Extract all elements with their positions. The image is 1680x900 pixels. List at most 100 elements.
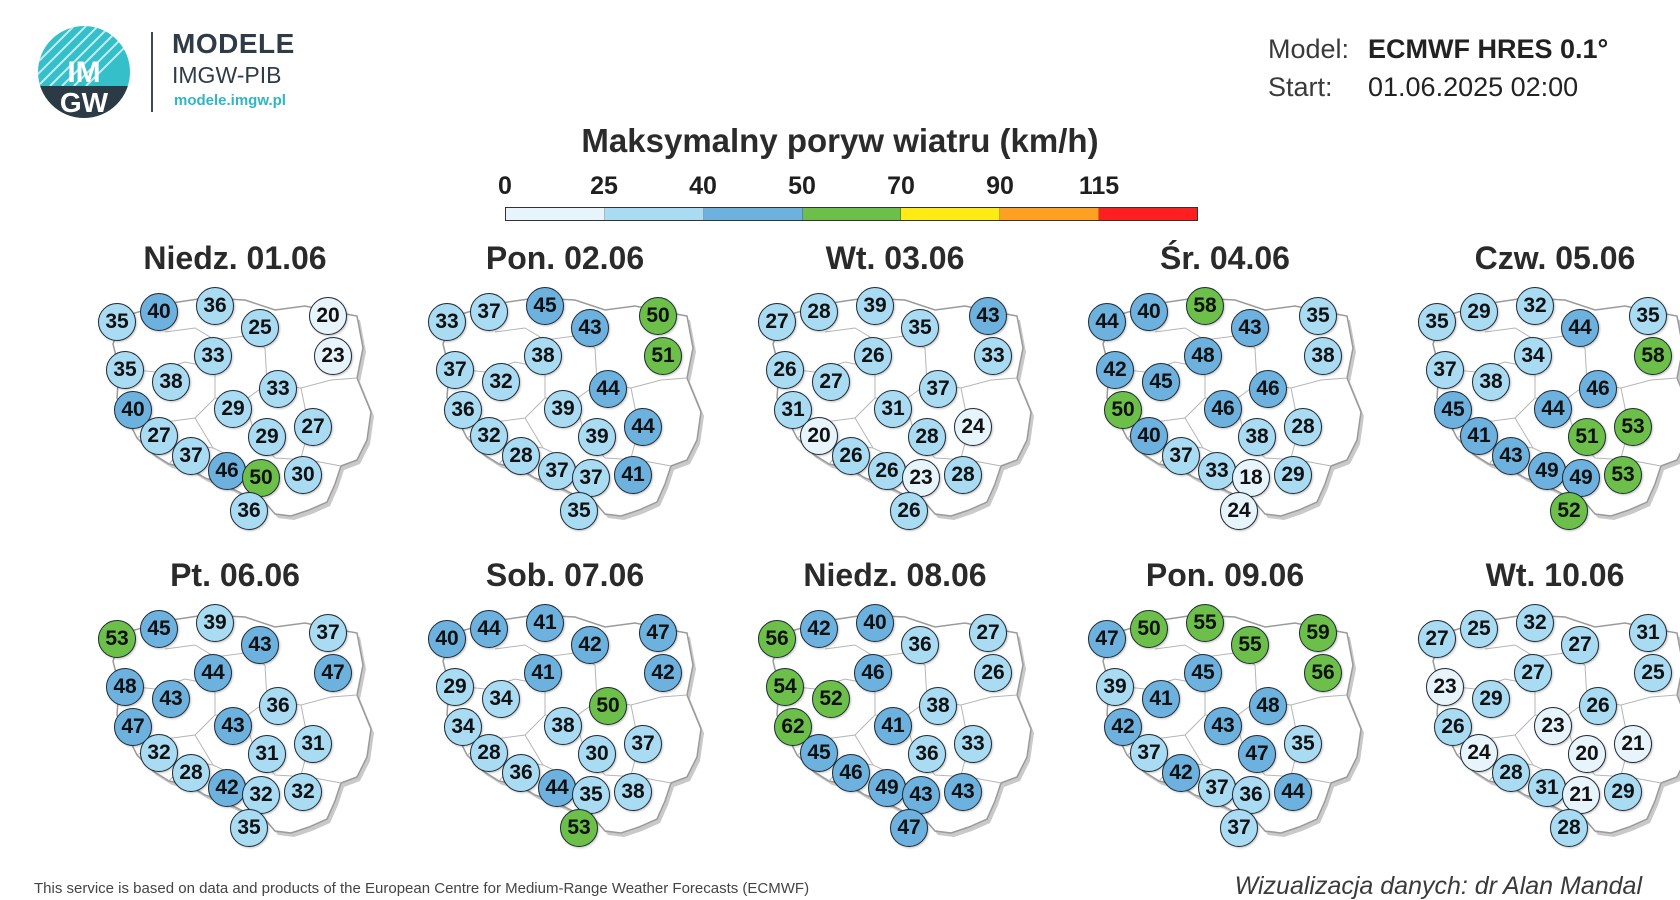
wind-gust-value: 33 [428,303,466,341]
imgw-logo: IM GW [36,24,132,120]
wind-gust-value: 34 [444,708,482,746]
wind-gust-value: 48 [106,668,144,706]
wind-gust-value: 18 [1232,459,1270,497]
wind-gust-value: 27 [140,417,178,455]
wind-gust-value: 33 [974,337,1012,375]
legend-bin [802,208,902,220]
poland-map: 44 40 58 43 35 38 42 45 48 46 50 46 40 37 38 28 33 18 29 24 [1085,287,1375,558]
legend-tick-label: 90 [986,172,1014,200]
wind-gust-value: 37 [1426,351,1464,389]
wind-gust-value: 31 [248,735,286,773]
wind-gust-value: 47 [314,654,352,692]
poland-map: 40 44 41 42 47 42 29 34 41 50 34 38 28 36 30 37 44 35 38 53 [425,604,715,875]
wind-gust-value: 37 [919,370,957,408]
poland-map: 35 29 32 44 35 58 37 38 34 46 45 44 41 43 51 53 49 49 53 52 [1415,287,1680,558]
logo-text-bottom: GW [60,87,109,118]
wind-gust-value: 44 [1561,309,1599,347]
wind-gust-value: 41 [524,654,562,692]
wind-gust-value: 49 [868,769,906,807]
wind-gust-value: 43 [152,680,190,718]
wind-gust-value: 43 [944,773,982,811]
wind-gust-value: 36 [502,754,540,792]
legend-tick-label: 50 [788,172,816,200]
legend-tick-label: 40 [689,172,717,200]
wind-gust-value: 41 [1460,417,1498,455]
wind-gust-value: 31 [1528,769,1566,807]
legend-bin [1099,208,1198,220]
forecast-panel: Pon. 09.06 47 50 55 55 59 56 39 41 45 48 42 43 37 42 47… [1075,557,1375,877]
wind-gust-value: 31 [874,390,912,428]
wind-gust-value: 26 [1579,687,1617,725]
wind-gust-value: 32 [284,773,322,811]
wind-gust-value: 36 [259,687,297,725]
wind-gust-value: 32 [1516,287,1554,325]
wind-gust-value: 26 [766,351,804,389]
wind-gust-value: 47 [639,614,677,652]
wind-gust-value: 37 [1198,769,1236,807]
wind-gust-value: 35 [572,776,610,814]
wind-gust-value: 29 [248,418,286,456]
wind-gust-value: 35 [98,303,136,341]
wind-gust-value: 42 [800,610,838,648]
brand-url-link[interactable]: modele.imgw.pl [174,92,286,109]
wind-gust-value: 31 [294,725,332,763]
forecast-panel: Wt. 10.06 27 25 32 27 31 25 23 29 27 26 26 23 24 28 20 2… [1405,557,1680,877]
wind-gust-value: 23 [1534,707,1572,745]
wind-gust-value: 37 [538,452,576,490]
wind-gust-value: 20 [309,297,347,335]
wind-gust-value: 39 [196,604,234,642]
wind-gust-value: 38 [1472,363,1510,401]
wind-gust-value: 44 [538,769,576,807]
wind-gust-value: 32 [470,417,508,455]
forecast-panel: Śr. 04.06 44 40 58 43 35 38 42 45 48 46 50 46 40 37 38 2… [1075,240,1375,560]
wind-gust-value: 37 [1162,437,1200,475]
wind-gust-value: 24 [1220,492,1258,530]
wind-gust-value: 29 [1274,456,1312,494]
forecast-panel: Wt. 03.06 27 28 39 35 43 33 26 27 26 37 31 31 20 26 28 2… [745,240,1045,560]
wind-gust-value: 45 [140,610,178,648]
wind-gust-value: 40 [856,604,894,642]
poland-map: 35 40 36 25 20 23 35 38 33 33 40 29 27 37 29 27 46 50 30 36 [95,287,385,558]
wind-gust-value: 38 [1238,418,1276,456]
wind-gust-value: 55 [1186,604,1224,642]
wind-gust-value: 27 [758,303,796,341]
legend-tick-label: 0 [498,172,512,200]
legend-title: Maksymalny poryw wiatru (km/h) [581,122,1099,159]
wind-gust-value: 50 [589,687,627,725]
wind-gust-value: 46 [1249,370,1287,408]
wind-gust-value: 43 [1204,707,1242,745]
ecmwf-attribution: This service is based on data and produc… [34,880,810,897]
legend-bin [901,208,1001,220]
wind-gust-value: 37 [1130,734,1168,772]
wind-gust-value: 37 [172,437,210,475]
wind-gust-value: 37 [436,351,474,389]
wind-gust-value: 30 [578,735,616,773]
wind-gust-value: 34 [1514,337,1552,375]
wind-gust-value: 27 [812,363,850,401]
logo-text-top: IM [67,56,100,89]
wind-gust-value: 42 [644,654,682,692]
wind-gust-value: 32 [1516,604,1554,642]
legend-ticks: 0 25 40 50 70 90 115 [0,172,1680,206]
wind-gust-value: 26 [854,337,892,375]
wind-gust-value: 40 [1130,293,1168,331]
panel-date-title: Niedz. 08.06 [803,557,987,593]
poland-map: 27 25 32 27 31 25 23 29 27 26 26 23 24 28 20 21 31 21 29 28 [1415,604,1680,875]
wind-gust-value: 33 [194,337,232,375]
wind-gust-value: 28 [470,734,508,772]
wind-gust-value: 49 [1528,452,1566,490]
wind-gust-value: 27 [1418,620,1456,658]
wind-gust-value: 55 [1231,626,1269,664]
wind-gust-value: 37 [309,614,347,652]
wind-gust-value: 39 [856,287,894,325]
wind-gust-value: 50 [1104,391,1142,429]
wind-gust-value: 33 [259,370,297,408]
legend-bin [604,208,704,220]
logo-divider [151,32,153,112]
wind-gust-value: 44 [470,610,508,648]
wind-gust-value: 24 [954,408,992,446]
wind-gust-value: 33 [1198,452,1236,490]
wind-gust-value: 36 [1232,776,1270,814]
wind-gust-value: 30 [284,456,322,494]
wind-gust-value: 28 [172,754,210,792]
